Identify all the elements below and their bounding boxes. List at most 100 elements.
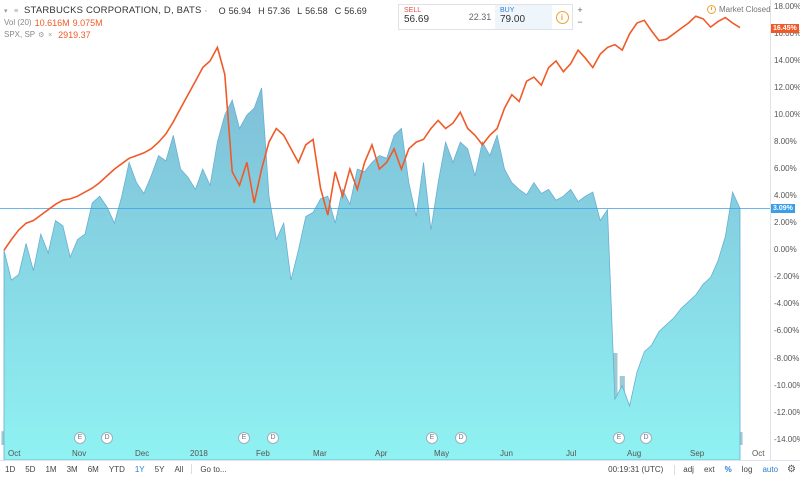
price-axis-tick: 16.00% [774, 28, 800, 38]
sell-label: SELL [404, 7, 422, 14]
price-axis-tick: -4.00% [774, 299, 800, 309]
range-selector: 1D 5D 1M 3M 6M YTD 1Y 5Y All [0, 465, 188, 474]
earnings-event[interactable]: E [426, 432, 438, 444]
time-axis-tick: Jun [500, 449, 513, 458]
time-axis-tick: Jul [566, 449, 577, 458]
log-toggle[interactable]: log [741, 465, 753, 474]
low-value: 56.58 [305, 6, 328, 16]
minus-button[interactable]: − [577, 17, 583, 27]
price-axis-tick: 6.00% [774, 164, 797, 174]
sell-button[interactable]: SELL 56.69 [399, 5, 465, 29]
symbol-title[interactable]: STARBUCKS CORPORATION, D, BATS [24, 5, 202, 16]
price-axis-tick: -14.00% [774, 434, 800, 444]
buy-value: 79.00 [500, 14, 526, 25]
earnings-event[interactable]: E [74, 432, 86, 444]
utc-clock[interactable]: 00:19:31 (UTC) [608, 465, 664, 474]
price-axis-tick: 12.00% [774, 82, 800, 92]
volume-value-1: 10.616M [34, 18, 70, 28]
price-axis-tick: 10.00% [774, 110, 800, 119]
dividend-event[interactable]: D [267, 432, 279, 444]
dividend-event[interactable]: D [455, 432, 467, 444]
range-button[interactable]: 1M [45, 464, 57, 474]
clock-icon [707, 5, 716, 14]
price-chart[interactable] [0, 0, 770, 460]
legend-volume-row[interactable]: Vol (20) 10.616M 9.075M [4, 17, 367, 29]
close-label: C [334, 6, 342, 16]
adj-toggle[interactable]: adj [683, 465, 694, 474]
gear-small-icon[interactable]: ⚙ [38, 31, 45, 39]
time-axis-tick: Mar [313, 449, 327, 458]
price-axis-tick: 4.00% [774, 191, 797, 201]
price-axis-tick: -12.00% [774, 407, 800, 417]
price-axis-tick: -6.00% [774, 326, 800, 336]
price-axis-tick: 2.00% [774, 218, 797, 228]
price-axis-tick: 14.00% [774, 55, 800, 65]
legend-main-row: ▾ ≡ STARBUCKS CORPORATION, D, BATS ◦ O 56… [4, 5, 367, 17]
spx-label: SPX, SP [4, 30, 36, 39]
time-axis-tick: Dec [135, 449, 150, 458]
percent-toggle[interactable]: % [724, 465, 732, 474]
earnings-event[interactable]: E [613, 432, 625, 444]
time-axis-tick: 2018 [190, 449, 208, 458]
spx-value: 2919.37 [58, 30, 91, 40]
earnings-event[interactable]: E [238, 432, 250, 444]
high-value: 57.36 [267, 6, 291, 16]
collapse-icon[interactable]: ▾ [4, 7, 8, 15]
settings-gear-icon[interactable]: ⚙ [787, 464, 796, 475]
ext-toggle[interactable]: ext [703, 465, 715, 474]
range-button[interactable]: 3M [66, 464, 78, 474]
low-label: L [297, 6, 303, 16]
spx-line-series [3, 15, 741, 251]
dividend-event[interactable]: D [640, 432, 652, 444]
spread-value: 22.31 [468, 12, 492, 22]
close-value: 56.69 [344, 6, 367, 16]
price-axis-tick: -8.00% [774, 353, 800, 363]
volume-label: Vol (20) [4, 18, 32, 27]
range-button[interactable]: 5D [25, 464, 36, 474]
plus-button[interactable]: + [577, 5, 583, 15]
info-icon: i [555, 10, 569, 24]
sbux-price-tag: 3.09% [771, 204, 795, 214]
info-button[interactable]: i [552, 5, 572, 29]
time-axis-tick: Nov [72, 449, 87, 458]
open-label: O [218, 6, 226, 16]
sell-value: 56.69 [404, 14, 430, 25]
high-label: H [258, 6, 265, 16]
market-status: Market Closed [707, 5, 771, 14]
market-status-text: Market Closed [719, 5, 771, 14]
dividend-event[interactable]: D [101, 432, 113, 444]
range-button[interactable]: 6M [87, 464, 99, 474]
open-value: 56.94 [228, 6, 252, 16]
range-button[interactable]: All [174, 464, 184, 474]
price-axis-tick: -2.00% [774, 272, 800, 282]
price-axis-tick: 8.00% [774, 137, 797, 147]
range-button[interactable]: YTD [108, 464, 125, 474]
visibility-icon[interactable]: ◦ [204, 7, 208, 15]
buy-button[interactable]: BUY 79.00 [495, 5, 552, 29]
close-small-icon[interactable]: × [48, 31, 53, 39]
chart-area[interactable] [0, 0, 770, 460]
trade-panel: SELL 56.69 22.31 BUY 79.00 i [398, 4, 573, 30]
time-axis-tick: Oct [8, 449, 21, 458]
bottom-toolbar: 1D 5D 1M 3M 6M YTD 1Y 5Y All Go to... 00:19:31 (… [0, 460, 800, 477]
toolbar-right: 00:19:31 (UTC) adj ext % log auto ⚙ [600, 461, 800, 477]
range-button[interactable]: 1Y [134, 464, 145, 474]
auto-toggle[interactable]: auto [762, 465, 779, 474]
volume-value-2: 9.075M [72, 18, 103, 28]
time-axis-tick: Apr [375, 449, 388, 458]
bars-icon: ≡ [14, 7, 19, 15]
time-axis-tick: May [434, 449, 450, 458]
price-axis-tick: 18.00% [774, 1, 800, 11]
spx-price-tag: 16.45% [771, 23, 799, 33]
time-axis-tick: Sep [690, 449, 705, 458]
quantity-stepper: + − [575, 4, 585, 28]
price-axis-tick: 0.00% [774, 245, 797, 255]
legend-spx-row[interactable]: SPX, SP ⚙ × 2919.37 [4, 29, 367, 41]
goto-button[interactable]: Go to... [200, 464, 227, 474]
toolbar-divider-2 [674, 464, 676, 475]
range-button[interactable]: 5Y [154, 464, 165, 474]
range-button[interactable]: 1D [5, 464, 16, 474]
price-axis[interactable]: 18.00% 16.00% 14.00% 12.00% 10.00% 8.00% 6.00%… [770, 0, 800, 460]
buy-label: BUY [500, 7, 515, 14]
price-axis-tick: -10.00% [774, 380, 800, 390]
